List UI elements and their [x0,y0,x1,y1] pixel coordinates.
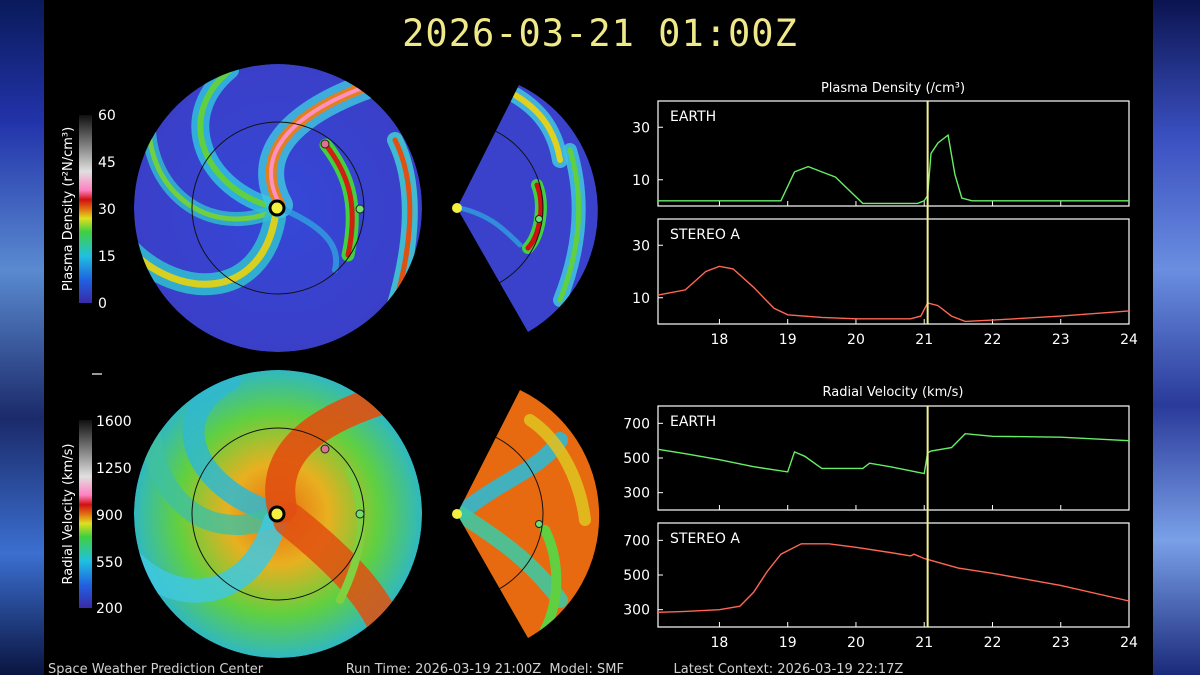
series-line-earth [657,432,1130,475]
velocity-chart-title: Radial Velocity (km/s) [823,385,964,400]
background-strip-left [0,0,44,675]
velocity-colorbar-label: Radial Velocity (km/s) [61,444,76,585]
x-tick-label: 18 [711,635,729,651]
x-tick-label: 19 [779,332,797,348]
series-line-stereo-a [657,543,1130,613]
velocity-colorbar: Radial Velocity (km/s) 1600 1250 900 550… [61,414,132,617]
y-tick-label: 300 [623,603,650,619]
y-tick-label: 500 [623,568,650,584]
panel-frame [657,100,1130,207]
y-tick-label: 700 [623,416,650,432]
density-tick: 45 [98,155,116,171]
y-tick-label: 30 [632,120,650,136]
series-line-earth [658,133,1129,205]
background-strip-right [1153,0,1200,675]
panel-name: STEREO A [670,227,740,243]
x-tick-label: 23 [1052,635,1070,651]
y-tick-label: 10 [632,291,650,307]
panel-name: STEREO A [670,531,740,547]
x-tick-label: 20 [847,635,865,651]
density-tick: 15 [98,249,116,265]
x-tick-label: 22 [984,635,1002,651]
x-tick-label: 24 [1120,332,1138,348]
x-tick-label: 24 [1120,635,1138,651]
y-tick-label: 30 [632,238,650,254]
sun-wedge-icon [452,509,462,519]
earth-marker-icon [355,204,365,214]
x-tick-label: 20 [847,332,865,348]
velocity-colorbar-gradient [79,420,92,608]
velocity-tick: 200 [96,601,123,617]
series-line-stereo-a [657,265,1130,323]
sun-icon [268,199,286,217]
density-tick: 30 [98,202,116,218]
y-tick-label: 300 [623,486,650,502]
density-colorbar: Plasma Density (r²N/cm³) 60 45 30 15 0 [61,108,116,312]
earth-wedge-marker-icon [535,215,543,223]
y-tick-label: 10 [632,173,650,189]
velocity-tick: 1600 [96,414,132,430]
x-tick-label: 18 [711,332,729,348]
velocity-tick: 550 [96,555,123,571]
sun-icon [268,505,286,523]
panel-frame [657,218,1130,325]
timestamp-title: 2026-03-21 01:00Z [402,12,798,55]
time-series-charts: EARTH 30 10 STEREO A 30 10 18 19 20 21 22 23 24 EARTH… [623,100,1138,651]
panel-frame [657,405,1130,511]
stereo-a-marker-icon [320,444,330,454]
density-tick: 60 [98,108,116,124]
velocity-tick: 900 [96,508,123,524]
density-chart-title: Plasma Density (/cm³) [821,81,965,96]
y-tick-label: 700 [623,533,650,549]
x-tick-label: 21 [915,332,933,348]
stereo-a-marker-icon [320,139,330,149]
panel-name: EARTH [670,414,716,430]
x-tick-label: 23 [1052,332,1070,348]
density-tick: 0 [98,296,107,312]
y-tick-label: 500 [623,451,650,467]
footer-credits: Space Weather Prediction Center Run Time… [48,662,904,675]
density-colorbar-label: Plasma Density (r²N/cm³) [61,127,76,291]
panel-name: EARTH [670,109,716,125]
density-colorbar-gradient [79,115,92,303]
x-tick-label: 19 [779,635,797,651]
x-tick-label: 22 [984,332,1002,348]
earth-marker-icon [355,509,365,519]
x-tick-label: 21 [915,635,933,651]
velocity-tick: 1250 [96,461,132,477]
sun-wedge-icon [452,203,462,213]
earth-wedge-marker-icon [535,520,543,528]
